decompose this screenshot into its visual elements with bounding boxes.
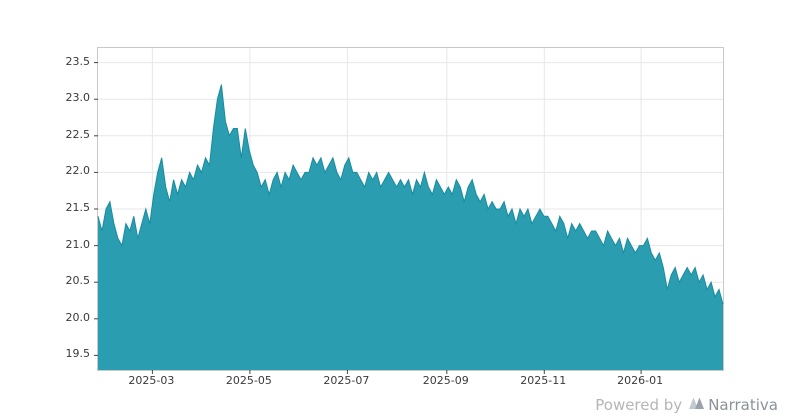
x-axis-label: 2025-03: [128, 374, 175, 387]
y-axis-label: 20.0: [65, 310, 91, 324]
y-axis-label: 22.5: [65, 127, 91, 141]
y-axis-label: 21.0: [65, 237, 91, 251]
y-axis-label: 23.5: [65, 54, 91, 68]
powered-by-label: Powered by: [595, 396, 683, 414]
x-axis-label: 2026-01: [617, 374, 664, 387]
y-axis-label: 22.0: [65, 164, 91, 178]
x-axis-label: 2025-11: [520, 374, 567, 387]
narrativa-brand-label: Narrativa: [708, 396, 778, 414]
plot-svg: [94, 48, 724, 374]
x-axis-label: 2025-07: [323, 374, 370, 387]
x-axis-label: 2025-05: [225, 374, 272, 387]
y-axis-label: 19.5: [65, 347, 91, 361]
narrativa-link[interactable]: Narrativa: [689, 396, 778, 414]
narrativa-logo-icon: [689, 396, 705, 414]
footer: Powered by Narrativa: [595, 396, 778, 414]
x-axis-label: 2025-09: [422, 374, 469, 387]
y-axis-label: 20.5: [65, 274, 91, 288]
y-axis-label: 23.0: [65, 91, 91, 105]
plot-area: [94, 47, 724, 374]
y-axis-label: 21.5: [65, 201, 91, 214]
